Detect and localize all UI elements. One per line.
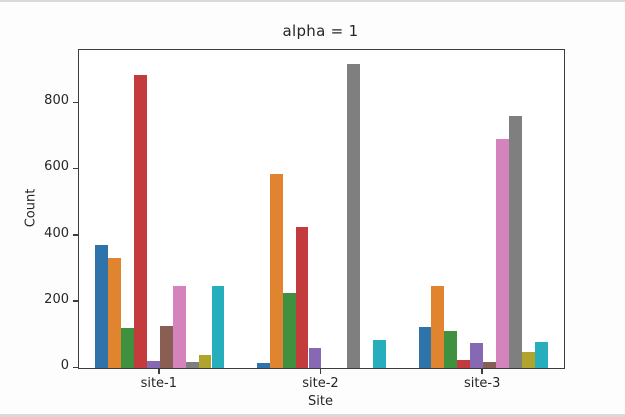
bar-brown-site-1 [159,326,173,368]
bar-red-site-2 [295,226,309,368]
y-tick-label-0: 0 [60,358,69,373]
x-tick-mark-site-2 [319,368,322,374]
bar-orange-site-1 [108,258,121,368]
bar-green-site-2 [282,292,296,368]
bar-blue-site-2 [256,363,270,368]
y-tick-mark-600 [73,167,78,170]
bar-cyan-site-1 [211,285,225,368]
bar-orange-site-3 [431,286,445,368]
bar-red-site-1 [134,75,147,368]
x-tick-label-site-2: site-2 [302,376,339,391]
y-tick-mark-800 [73,101,78,103]
y-tick-label-200: 200 [44,291,69,307]
x-tick-mark-site-3 [481,368,483,374]
bar-purple-site-1 [146,361,160,368]
x-tick-mark-site-1 [158,368,160,374]
bar-purple-site-2 [308,348,322,368]
y-axis-label: Count [23,188,39,228]
x-axis-label: Site [308,394,333,409]
bar-green-site-1 [121,328,134,368]
bottom-edge-strip [0,414,625,417]
bar-olive-site-1 [198,355,212,368]
bar-gray-site-1 [185,362,199,368]
y-tick-label-400: 400 [44,225,69,241]
y-tick-mark-0 [73,366,78,368]
bar-purple-site-3 [470,342,484,368]
bar-olive-site-3 [522,352,535,368]
bar-cyan-site-2 [373,339,387,368]
x-tick-label-site-3: site-3 [463,376,501,391]
bar-green-site-3 [444,330,458,368]
top-edge-strip [0,0,625,2]
y-tick-mark-200 [73,300,78,302]
bar-pink-site-3 [496,139,509,368]
bar-red-site-3 [457,359,471,368]
y-tick-mark-400 [73,234,78,236]
bar-cyan-site-3 [534,342,548,368]
bar-blue-site-1 [95,244,109,368]
y-tick-label-800: 800 [44,93,69,108]
x-tick-label-site-1: site-1 [140,376,178,391]
bar-pink-site-1 [172,285,186,368]
bar-blue-site-3 [418,327,432,368]
bar-gray-site-3 [509,115,522,368]
bar-brown-site-3 [483,361,497,368]
plot-area [78,49,565,369]
chart-title: alpha = 1 [282,22,359,40]
y-tick-label-600: 600 [44,159,69,175]
bar-gray-site-2 [347,63,361,368]
bar-orange-site-2 [269,173,283,368]
